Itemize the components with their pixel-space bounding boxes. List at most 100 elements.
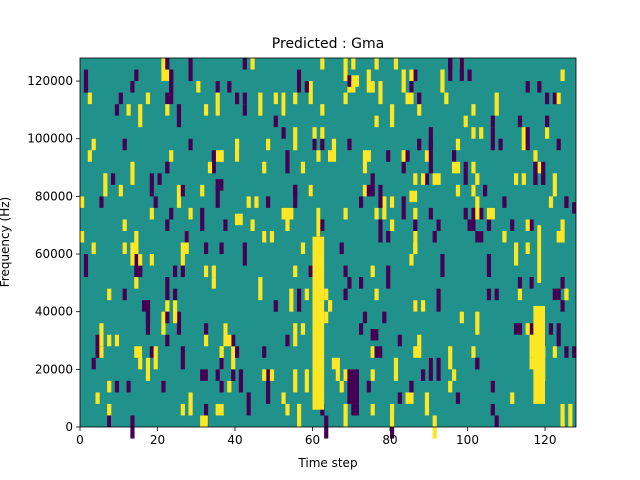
heatmap-cell — [413, 230, 418, 255]
heatmap-cell — [502, 196, 507, 208]
x-tick-label: 0 — [76, 433, 84, 447]
heatmap-cell — [552, 288, 557, 301]
heatmap-cell — [537, 161, 542, 174]
heatmap-cell — [103, 173, 108, 197]
heatmap-cell — [211, 265, 216, 278]
heatmap-cell — [246, 392, 251, 416]
heatmap-cell — [366, 69, 371, 93]
heatmap-cell — [455, 138, 461, 151]
heatmap-cell — [529, 219, 534, 231]
heatmap-cell — [339, 380, 344, 393]
heatmap-cell — [289, 288, 294, 312]
heatmap-high-block — [316, 207, 321, 237]
heatmap-cell — [463, 161, 468, 185]
heatmap-cell — [219, 380, 224, 393]
heatmap-cell — [366, 184, 371, 197]
heatmap-cell — [390, 219, 395, 231]
heatmap-cell — [359, 277, 364, 289]
heatmap-cell — [161, 380, 166, 393]
heatmap-cell — [169, 150, 174, 162]
heatmap-cell — [161, 311, 166, 335]
heatmap-cell — [165, 161, 170, 174]
heatmap-cell — [471, 127, 476, 139]
heatmap-cell — [91, 242, 96, 255]
heatmap-cell — [173, 265, 178, 278]
heatmap-cell — [378, 184, 383, 208]
y-tick-label: 0 — [65, 420, 73, 434]
heatmap-cell — [436, 219, 441, 231]
heatmap-cell — [514, 242, 519, 266]
heatmap-cell — [122, 138, 127, 151]
heatmap-cell — [118, 92, 123, 105]
heatmap-cell — [475, 173, 480, 185]
heatmap-cell — [556, 288, 561, 301]
heatmap-cell — [424, 392, 430, 416]
heatmap-cell — [545, 92, 550, 105]
heatmap-cell — [409, 81, 414, 93]
heatmap-cell — [564, 196, 569, 208]
heatmap-cell — [204, 104, 209, 116]
heatmap-cell — [343, 265, 348, 278]
heatmap-cell — [560, 219, 565, 243]
heatmap-cell — [409, 92, 414, 105]
heatmap-cell — [459, 311, 464, 324]
heatmap-cell — [413, 300, 418, 312]
heatmap-cell — [378, 81, 383, 105]
heatmap-cell — [382, 196, 387, 220]
heatmap-cell — [409, 254, 414, 266]
heatmap-cell — [258, 92, 263, 116]
heatmap-cell — [483, 184, 488, 197]
heatmap-cell — [564, 288, 569, 301]
heatmap-cell — [262, 369, 267, 381]
heatmap-cell — [525, 323, 530, 335]
heatmap-cell — [428, 357, 433, 381]
heatmap-low-block — [107, 415, 111, 427]
heatmap-cell — [180, 403, 185, 416]
heatmap-cell — [370, 346, 375, 358]
heatmap-cell — [258, 277, 263, 301]
heatmap-cell — [541, 161, 546, 185]
heatmap-cell — [266, 196, 271, 208]
heatmap-cell — [374, 288, 379, 301]
heatmap-cell — [134, 254, 139, 278]
heatmap-cell — [324, 311, 329, 324]
heatmap-cell — [490, 115, 495, 128]
heatmap-cell — [397, 392, 402, 404]
heatmap-cell — [347, 277, 352, 289]
heatmap-cell — [227, 81, 232, 93]
heatmap-cell — [204, 265, 209, 278]
heatmap-cell — [223, 219, 228, 231]
heatmap-cell — [475, 196, 480, 220]
heatmap-cell — [517, 323, 523, 335]
heatmap-cell — [490, 207, 495, 220]
heatmap-cell — [300, 161, 306, 174]
heatmap-cell — [235, 138, 240, 162]
heatmap-cell — [359, 196, 364, 208]
heatmap-cell — [537, 81, 542, 93]
heatmap-cell — [80, 230, 85, 243]
heatmap-cell — [486, 219, 492, 231]
heatmap-high-block — [537, 225, 542, 283]
heatmap-cell — [304, 369, 309, 393]
y-tick-label: 40000 — [35, 305, 73, 319]
heatmap-cell — [421, 173, 426, 185]
heatmap-cell — [545, 115, 550, 128]
heatmap-cell — [262, 230, 267, 243]
heatmap-cell — [126, 380, 131, 393]
heatmap-cell — [432, 173, 437, 185]
heatmap-cell — [498, 138, 503, 151]
heatmap-cell — [173, 288, 178, 301]
heatmap-cell — [188, 58, 193, 82]
heatmap-cell — [165, 334, 170, 347]
x-tick-label: 60 — [305, 433, 320, 447]
plot-frame — [79, 57, 577, 428]
heatmap-cell — [320, 58, 325, 70]
heatmap-cell — [328, 150, 333, 162]
heatmap-cell — [517, 288, 523, 301]
heatmap-cell — [347, 138, 352, 151]
heatmap-cell — [231, 334, 236, 347]
heatmap-cell — [134, 69, 139, 82]
heatmap-cell — [297, 288, 302, 312]
heatmap-cell — [165, 311, 170, 324]
